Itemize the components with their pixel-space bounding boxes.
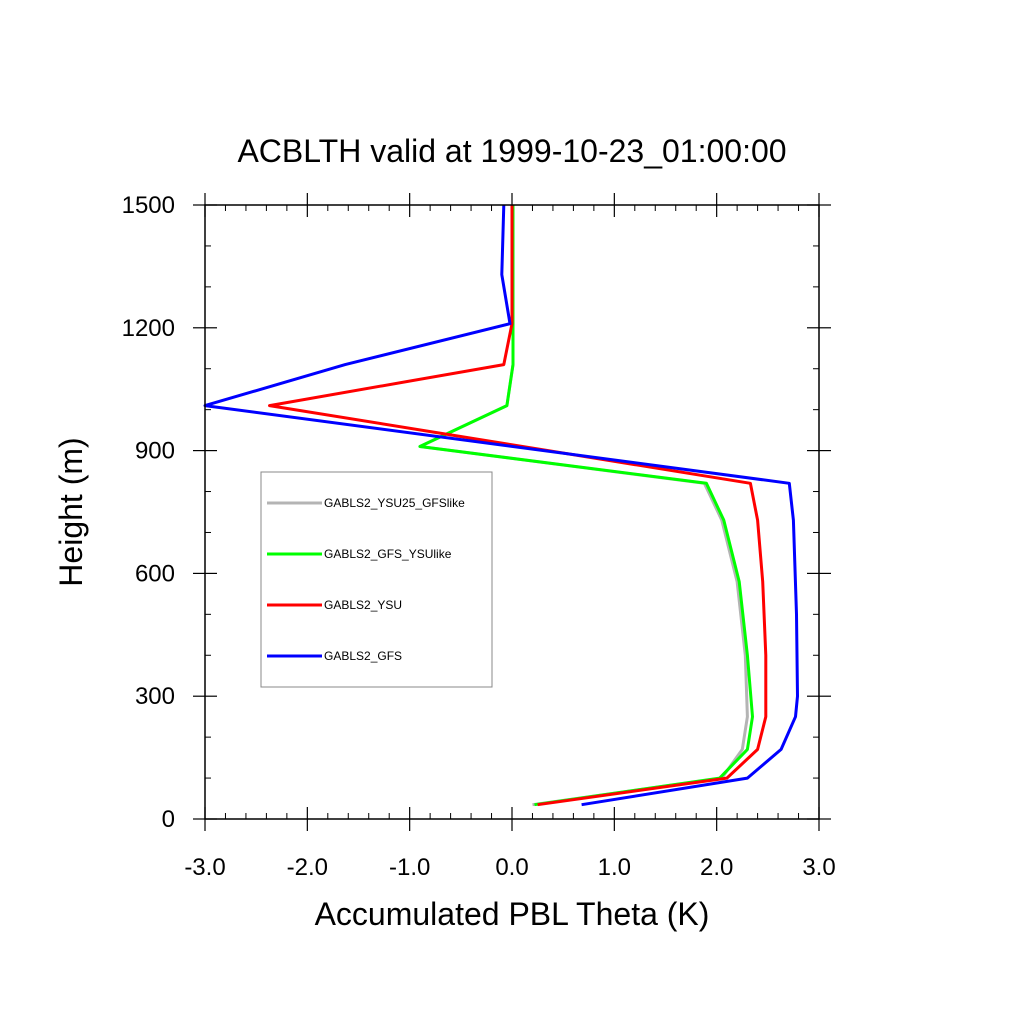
x-tick-label: 2.0 [700, 854, 733, 881]
minor-ticks [205, 205, 819, 819]
x-tick-label: 1.0 [598, 854, 631, 881]
legend-label: GABLS2_YSU25_GFSlike [324, 496, 465, 510]
y-tick-label: 1500 [122, 192, 175, 219]
x-tick-label: -1.0 [389, 854, 430, 881]
legend-label: GABLS2_GFS [324, 649, 402, 663]
x-tick-label: 3.0 [802, 854, 835, 881]
legend: GABLS2_YSU25_GFSlike GABLS2_GFS_YSUlike GA… [260, 471, 493, 688]
x-axis-label: Accumulated PBL Theta (K) [315, 896, 710, 932]
series-line-3 [268, 205, 768, 807]
legend-label: GABLS2_GFS_YSUlike [324, 547, 452, 561]
y-tick-label: 300 [135, 683, 175, 710]
series-lines [203, 204, 799, 807]
y-axis-label: Height (m) [53, 437, 89, 586]
series-line-4 [203, 204, 799, 807]
x-tick-labels: -3.0 -2.0 -1.0 0.0 1.0 2.0 3.0 [184, 854, 835, 881]
chart-title: ACBLTH valid at 1999-10-23_01:00:00 [237, 133, 786, 169]
series-line-2 [418, 205, 754, 807]
x-tick-label: -2.0 [287, 854, 328, 881]
major-ticks [193, 193, 831, 831]
y-tick-label: 600 [135, 560, 175, 587]
x-tick-label: 0.0 [495, 854, 528, 881]
legend-box [260, 471, 493, 688]
plot-frame [204, 204, 820, 820]
y-tick-label: 0 [162, 806, 175, 833]
x-tick-label: -3.0 [184, 854, 225, 881]
y-tick-label: 1200 [122, 315, 175, 342]
legend-label: GABLS2_YSU [324, 598, 402, 612]
legend-items: GABLS2_YSU25_GFSlike GABLS2_GFS_YSUlike GA… [267, 496, 465, 663]
y-tick-labels: 0 300 600 900 1200 1500 [122, 192, 175, 833]
y-tick-label: 900 [135, 438, 175, 465]
